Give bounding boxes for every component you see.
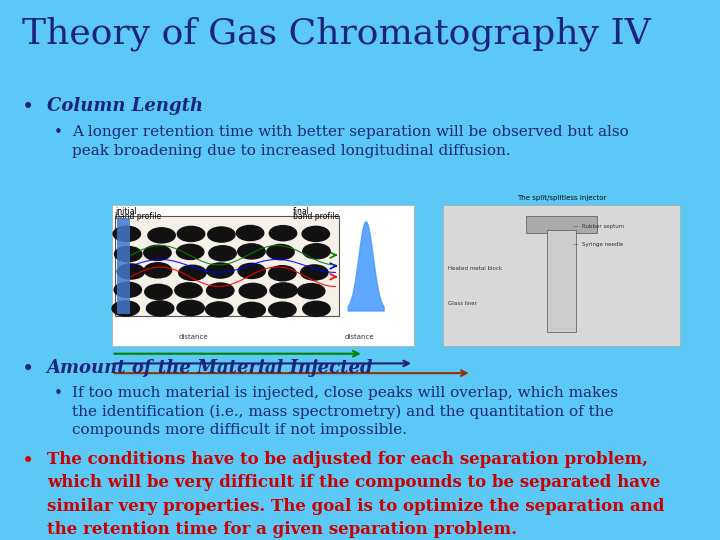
Text: band profile: band profile [115,212,161,221]
Ellipse shape [113,226,140,241]
Ellipse shape [177,300,204,315]
Ellipse shape [206,302,233,317]
Ellipse shape [269,302,296,317]
Ellipse shape [117,264,145,279]
FancyBboxPatch shape [115,216,339,316]
Ellipse shape [175,283,202,298]
Ellipse shape [114,282,142,298]
Ellipse shape [236,226,264,241]
Text: distance: distance [179,334,208,340]
Ellipse shape [238,264,266,279]
Ellipse shape [179,265,206,280]
Text: initial: initial [115,207,137,216]
Ellipse shape [148,228,175,243]
Text: distance: distance [345,334,374,340]
Text: The conditions have to be adjusted for each separation problem,
which will be ve: The conditions have to be adjusted for e… [47,451,665,538]
Ellipse shape [302,226,330,241]
Text: •: • [22,97,34,117]
Ellipse shape [297,284,325,299]
Ellipse shape [176,244,204,259]
Text: —  Rubber septum: — Rubber septum [574,224,625,229]
Text: •: • [54,125,63,140]
Ellipse shape [145,285,172,300]
Text: A longer retention time with better separation will be observed but also
peak br: A longer retention time with better sepa… [72,125,629,158]
Ellipse shape [177,226,204,241]
Ellipse shape [267,245,294,260]
Text: Theory of Gas Chromatography IV: Theory of Gas Chromatography IV [22,16,650,51]
Ellipse shape [207,283,234,298]
Ellipse shape [302,301,330,316]
Ellipse shape [209,246,236,261]
Text: •: • [22,451,34,471]
Ellipse shape [207,263,234,278]
Ellipse shape [269,226,297,241]
Ellipse shape [144,245,171,260]
Ellipse shape [112,301,140,316]
Text: band profile: band profile [293,212,339,221]
Ellipse shape [239,284,266,299]
Text: •: • [22,359,34,379]
Ellipse shape [238,244,265,259]
FancyBboxPatch shape [443,205,680,346]
Ellipse shape [270,283,297,298]
Text: Amount of the Material Injected: Amount of the Material Injected [47,359,374,377]
Text: —  Syringe needle: — Syringe needle [574,242,624,247]
FancyBboxPatch shape [526,217,597,233]
Ellipse shape [238,302,266,318]
Text: If too much material is injected, close peaks will overlap, which makes
the iden: If too much material is injected, close … [72,386,618,437]
Text: Heated metal block: Heated metal block [448,266,502,271]
Ellipse shape [114,247,142,262]
Text: final: final [293,207,310,216]
FancyBboxPatch shape [547,231,576,332]
Text: The split/splitless injector: The split/splitless injector [517,195,606,201]
FancyBboxPatch shape [117,218,130,314]
Text: Glass liner: Glass liner [448,301,477,306]
Text: Column Length: Column Length [47,97,203,115]
Ellipse shape [207,227,235,242]
FancyBboxPatch shape [112,205,414,346]
Ellipse shape [144,263,171,278]
Ellipse shape [303,244,330,259]
Ellipse shape [269,266,296,281]
Ellipse shape [146,301,174,316]
Ellipse shape [301,265,328,280]
Text: •: • [54,386,63,401]
